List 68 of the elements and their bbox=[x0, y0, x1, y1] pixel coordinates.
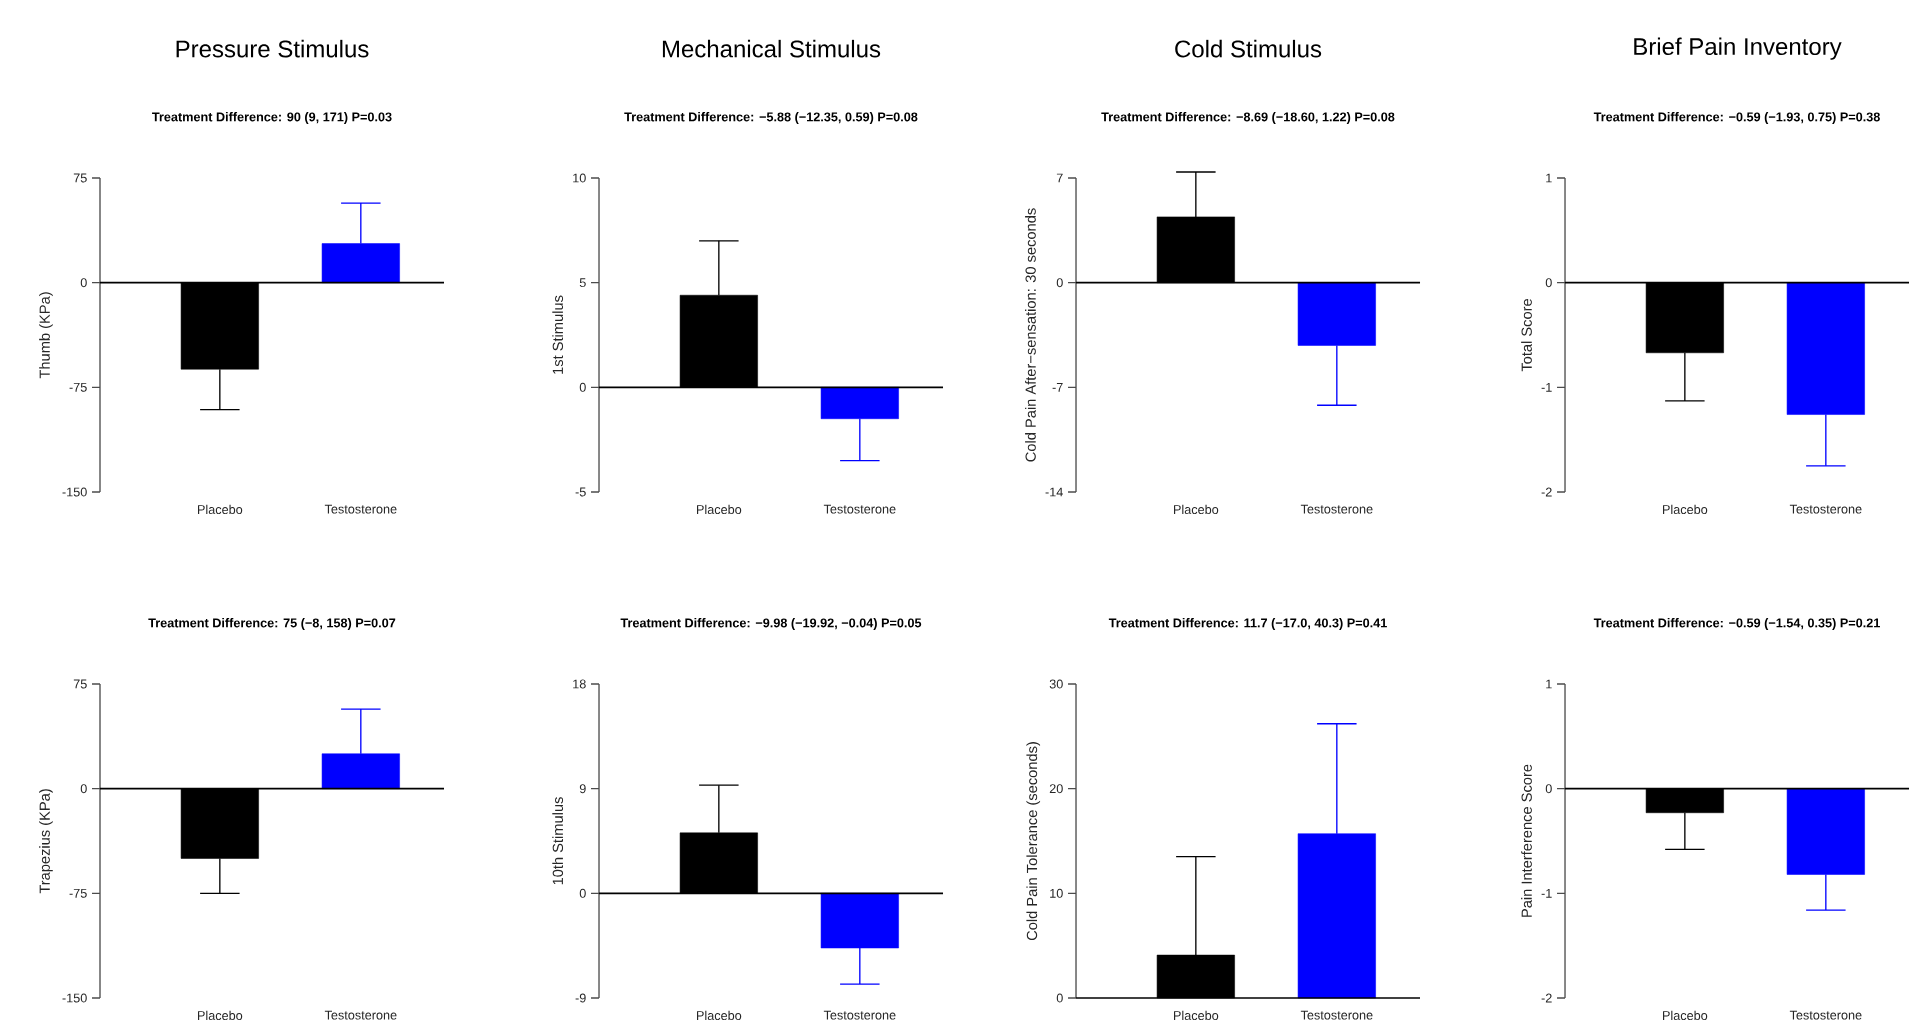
y-tick-label: -1 bbox=[1541, 888, 1552, 898]
y-tick-label: 10 bbox=[1050, 888, 1063, 898]
y-tick-label: 0 bbox=[80, 278, 87, 288]
x-tick-label: Testosterone bbox=[1300, 504, 1373, 514]
chart-title: Cold Stimulus bbox=[1175, 39, 1322, 58]
chart-subtitle: Treatment Difference: 11.7 (−17.0, 40.3) P=0.41 bbox=[1108, 618, 1387, 630]
y-tick-label: 5 bbox=[579, 278, 586, 288]
y-tick-label: -1 bbox=[1541, 382, 1552, 392]
y-tick-label: 0 bbox=[1545, 278, 1552, 288]
x-tick-label: Placebo bbox=[1174, 504, 1219, 515]
chart-subtitle: Treatment Difference: 90 (9, 171) P=0.03 bbox=[152, 112, 392, 124]
y-axis-title: 1st Stimulus bbox=[552, 295, 564, 374]
y-tick-label: 1 bbox=[1546, 173, 1552, 183]
y-tick-label: 1 bbox=[1546, 679, 1552, 689]
x-tick-label: Testosterone bbox=[1789, 504, 1862, 514]
y-tick-label: 20 bbox=[1049, 784, 1063, 794]
y-tick-label: 0 bbox=[579, 382, 586, 392]
y-tick-label: -5 bbox=[575, 487, 586, 497]
y-tick-label: -150 bbox=[62, 993, 87, 1003]
y-tick-label: 75 bbox=[73, 679, 87, 689]
x-tick-label: Placebo bbox=[697, 504, 742, 515]
y-tick-label: -2 bbox=[1541, 993, 1552, 1003]
y-tick-label: 10 bbox=[573, 173, 586, 183]
y-tick-label: -7 bbox=[1052, 382, 1063, 392]
x-tick-label: Placebo bbox=[1663, 504, 1708, 515]
chart-title: Pressure Stimulus bbox=[176, 39, 369, 58]
y-tick-label: 18 bbox=[573, 679, 586, 689]
y-tick-label: 0 bbox=[579, 888, 586, 898]
x-tick-label: Testosterone bbox=[823, 1010, 896, 1020]
y-axis-title: Total Score bbox=[1521, 298, 1532, 372]
chart-title: Mechanical Stimulus bbox=[662, 39, 881, 58]
y-tick-label: -150 bbox=[62, 487, 87, 497]
x-tick-label: Placebo bbox=[198, 1010, 243, 1021]
x-tick-label: Testosterone bbox=[823, 504, 896, 514]
y-tick-label: -9 bbox=[575, 993, 586, 1003]
y-axis-title: 10th Stimulus bbox=[552, 797, 564, 885]
y-tick-label: -75 bbox=[69, 382, 87, 392]
x-tick-label: Testosterone bbox=[1300, 1010, 1373, 1020]
y-tick-label: -2 bbox=[1541, 487, 1552, 497]
y-tick-label: 0 bbox=[1056, 278, 1063, 288]
x-tick-label: Testosterone bbox=[324, 504, 397, 514]
x-tick-label: Placebo bbox=[198, 504, 243, 515]
y-tick-label: 75 bbox=[73, 173, 87, 183]
x-tick-label: Placebo bbox=[1174, 1010, 1219, 1021]
y-axis-title: Thumb (KPa) bbox=[39, 292, 53, 379]
y-axis-title: Trapezius (KPa) bbox=[39, 789, 53, 894]
x-tick-label: Testosterone bbox=[324, 1010, 397, 1020]
x-tick-label: Testosterone bbox=[1789, 1010, 1862, 1020]
chart-subtitle: Treatment Difference: −0.59 (−1.54, 0.35) P=0.21 bbox=[1593, 618, 1880, 630]
y-axis-title: Pain Interference Score bbox=[1521, 764, 1532, 917]
y-tick-label: 0 bbox=[1545, 784, 1552, 794]
chart-subtitle: Treatment Difference: −0.59 (−1.93, 0.75) P=0.38 bbox=[1593, 112, 1880, 124]
y-tick-label: -14 bbox=[1045, 487, 1063, 497]
y-tick-label: 7 bbox=[1056, 173, 1063, 183]
chart-subtitle: Treatment Difference: −5.88 (−12.35, 0.59) P=0.08 bbox=[624, 112, 918, 124]
y-axis-title: Cold Pain Tolerance (seconds) bbox=[1026, 742, 1041, 941]
y-tick-label: 9 bbox=[579, 784, 586, 794]
y-tick-label: 30 bbox=[1049, 679, 1063, 689]
x-tick-label: Placebo bbox=[1663, 1010, 1708, 1021]
chart-subtitle: Treatment Difference: −9.98 (−19.92, −0.04) P=0.05 bbox=[620, 618, 922, 630]
chart-subtitle: Treatment Difference: −8.69 (−18.60, 1.22) P=0.08 bbox=[1101, 112, 1395, 124]
chart-title: Brief Pain Inventory bbox=[1634, 37, 1842, 60]
y-axis-title: Cold Pain After−sensation: 30 seconds bbox=[1025, 208, 1036, 462]
x-tick-label: Placebo bbox=[697, 1010, 742, 1021]
chart-subtitle: Treatment Difference: 75 (−8, 158) P=0.07 bbox=[148, 618, 396, 630]
y-tick-label: 0 bbox=[80, 784, 87, 794]
y-tick-label: -75 bbox=[69, 888, 87, 898]
y-tick-label: 0 bbox=[1056, 993, 1063, 1003]
